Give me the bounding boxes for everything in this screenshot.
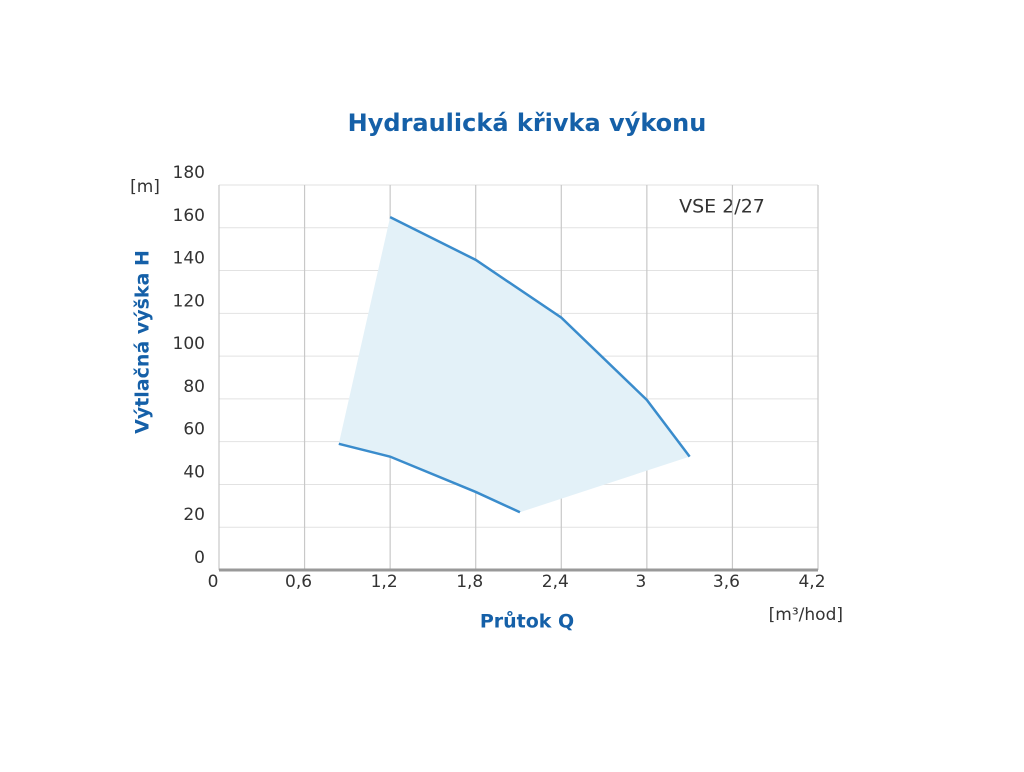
x-tick-label: 0 [208,572,219,592]
chart-title: Hydraulická křivka výkonu [348,109,707,137]
x-axis-label: Průtok Q [480,610,574,633]
y-tick-label: 100 [173,334,205,354]
y-unit: [m] [130,177,160,197]
x-unit: [m³/hod] [769,605,843,625]
x-tick-label: 1,2 [371,572,398,592]
x-tick-label: 3 [635,572,646,592]
x-tick-label: 3,6 [713,572,740,592]
y-tick-label: 140 [173,249,205,269]
y-tick-label: 20 [183,505,205,525]
operating-range [338,217,690,513]
x-tick-label: 1,8 [456,572,483,592]
annotation: VSE 2/27 [679,196,765,218]
x-tick-label: 4,2 [798,572,825,592]
y-tick-label: 0 [194,548,205,568]
y-tick-label: 160 [173,206,205,226]
x-tick-label: 0,6 [285,572,312,592]
y-tick-label: 120 [173,291,205,311]
y-tick-label: 60 [183,420,205,440]
y-tick-label: 80 [183,377,205,397]
x-tick-label: 2,4 [542,572,569,592]
y-axis-label: Výtlačná výška H [132,250,154,434]
curve [389,215,691,458]
curve [338,442,521,514]
y-tick-label: 40 [183,462,205,482]
y-tick-label: 180 [173,163,205,183]
